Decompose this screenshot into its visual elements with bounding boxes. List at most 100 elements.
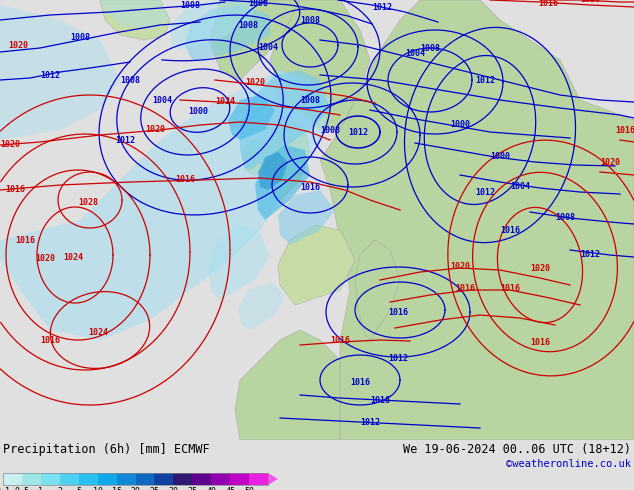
Polygon shape	[268, 473, 278, 485]
Text: 1004: 1004	[152, 96, 172, 104]
Text: 45: 45	[225, 487, 235, 490]
Text: 1020: 1020	[8, 41, 28, 49]
Text: 25: 25	[150, 487, 159, 490]
Bar	[98, 473, 117, 485]
Text: 1016: 1016	[40, 336, 60, 344]
Bar	[173, 473, 192, 485]
PathPatch shape	[278, 190, 335, 245]
Bar	[211, 473, 230, 485]
Text: 1008: 1008	[238, 21, 258, 29]
Text: 10: 10	[93, 487, 103, 490]
Text: 50: 50	[244, 487, 254, 490]
Text: 1016: 1016	[500, 284, 520, 293]
Bar	[155, 473, 173, 485]
Text: 1024: 1024	[215, 97, 235, 105]
Text: 1008: 1008	[70, 32, 90, 42]
Text: 1008: 1008	[300, 96, 320, 104]
PathPatch shape	[100, 0, 170, 40]
Text: 1020: 1020	[580, 0, 600, 4]
Text: 1016: 1016	[370, 395, 390, 405]
PathPatch shape	[265, 120, 310, 200]
Bar	[136, 473, 155, 485]
Bar	[3, 473, 22, 485]
Text: 1016: 1016	[15, 236, 35, 245]
Text: 1008: 1008	[180, 0, 200, 9]
Text: 15: 15	[112, 487, 122, 490]
Text: 5: 5	[76, 487, 81, 490]
Text: 1016: 1016	[530, 338, 550, 346]
Text: 1016: 1016	[538, 0, 558, 7]
PathPatch shape	[242, 140, 272, 175]
Text: 1012: 1012	[475, 188, 495, 196]
Text: 1012: 1012	[372, 2, 392, 11]
Text: 1016: 1016	[175, 174, 195, 184]
Text: 1020: 1020	[450, 262, 470, 270]
Text: Precipitation (6h) [mm] ECMWF: Precipitation (6h) [mm] ECMWF	[3, 443, 210, 456]
Text: 0.1: 0.1	[0, 487, 11, 490]
PathPatch shape	[238, 282, 285, 330]
Text: 1004: 1004	[405, 49, 425, 57]
Bar	[117, 473, 136, 485]
Text: 1020: 1020	[145, 124, 165, 133]
Text: 1020: 1020	[530, 264, 550, 272]
Text: 1016: 1016	[500, 225, 520, 235]
Text: 1024: 1024	[63, 252, 83, 262]
Text: 1020: 1020	[35, 253, 55, 263]
Text: 1024: 1024	[88, 327, 108, 337]
Bar	[3, 473, 268, 485]
Text: 1016: 1016	[300, 182, 320, 192]
Text: 1008: 1008	[120, 75, 140, 84]
Bar	[192, 473, 211, 485]
Text: 0.5: 0.5	[15, 487, 29, 490]
Text: 1020: 1020	[0, 140, 20, 148]
PathPatch shape	[258, 152, 288, 190]
PathPatch shape	[208, 225, 270, 300]
Text: 1016: 1016	[350, 377, 370, 387]
PathPatch shape	[240, 70, 330, 170]
Text: 1016: 1016	[5, 185, 25, 194]
Bar	[60, 473, 79, 485]
Text: 1: 1	[39, 487, 43, 490]
Text: 1020: 1020	[245, 77, 265, 87]
PathPatch shape	[270, 0, 370, 130]
Text: 1016: 1016	[615, 125, 634, 135]
Text: 1000: 1000	[188, 106, 208, 116]
Bar	[249, 473, 268, 485]
Bar	[41, 473, 60, 485]
Text: 1004: 1004	[258, 43, 278, 51]
Bar	[79, 473, 98, 485]
PathPatch shape	[278, 225, 355, 305]
PathPatch shape	[210, 0, 300, 80]
Text: 20: 20	[131, 487, 141, 490]
Text: 1012: 1012	[360, 417, 380, 426]
Text: 1016: 1016	[330, 336, 350, 344]
PathPatch shape	[0, 5, 120, 140]
PathPatch shape	[255, 145, 310, 220]
Text: We 19-06-2024 00..06 UTC (18+12): We 19-06-2024 00..06 UTC (18+12)	[403, 443, 631, 456]
Text: 1016: 1016	[455, 284, 475, 293]
Text: 1028: 1028	[78, 197, 98, 206]
Text: 1004: 1004	[510, 181, 530, 191]
PathPatch shape	[355, 240, 400, 340]
PathPatch shape	[100, 0, 170, 30]
Text: 1008: 1008	[555, 213, 575, 221]
Bar	[22, 473, 41, 485]
Text: 1012: 1012	[475, 75, 495, 84]
Text: 1012: 1012	[40, 71, 60, 79]
Text: 1012: 1012	[348, 127, 368, 137]
Bar	[230, 473, 249, 485]
Text: 1016: 1016	[388, 308, 408, 317]
PathPatch shape	[170, 0, 260, 50]
PathPatch shape	[0, 70, 330, 340]
PathPatch shape	[275, 70, 310, 110]
Text: 2: 2	[57, 487, 62, 490]
Text: 40: 40	[206, 487, 216, 490]
PathPatch shape	[235, 330, 340, 440]
PathPatch shape	[185, 5, 270, 60]
Text: 1000: 1000	[490, 151, 510, 161]
Text: 1008: 1008	[300, 16, 320, 24]
Text: 30: 30	[169, 487, 178, 490]
Text: 1012: 1012	[580, 249, 600, 259]
Text: 1012: 1012	[115, 136, 135, 145]
Text: 1008: 1008	[248, 0, 268, 7]
